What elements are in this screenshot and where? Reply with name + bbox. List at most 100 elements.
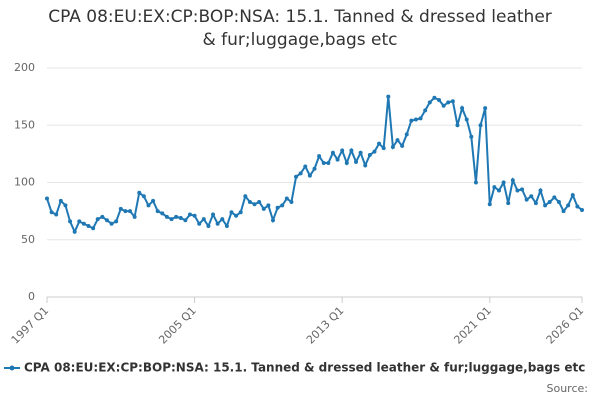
data-point (404, 132, 409, 137)
y-tick-label: 200 (14, 61, 35, 74)
data-point (160, 211, 165, 216)
data-point (432, 95, 437, 100)
y-tick-label: 150 (14, 118, 35, 131)
data-point (515, 188, 520, 193)
data-point (257, 199, 262, 204)
data-point (114, 219, 119, 224)
data-point (446, 100, 451, 105)
data-point (151, 198, 156, 203)
data-point (543, 203, 548, 208)
data-point (224, 224, 229, 229)
data-point (234, 213, 239, 218)
data-point (326, 161, 331, 166)
data-point (201, 217, 206, 222)
data-point (252, 202, 257, 207)
data-point (206, 224, 211, 229)
data-point (575, 204, 580, 209)
data-point (174, 214, 179, 219)
data-point (377, 141, 382, 146)
data-point (483, 106, 488, 111)
data-point (303, 164, 308, 169)
data-point (137, 190, 142, 195)
data-point (390, 145, 395, 150)
data-point (229, 210, 234, 215)
data-point (469, 134, 474, 139)
data-point (520, 187, 525, 192)
data-point (275, 205, 280, 210)
data-point (372, 149, 377, 154)
data-point (321, 161, 326, 166)
data-point (109, 221, 114, 226)
data-point (524, 197, 529, 202)
chart-title: CPA 08:EU:EX:CP:BOP:NSA: 15.1. Tanned & … (48, 7, 552, 50)
data-point (344, 161, 349, 166)
data-point (450, 99, 455, 104)
data-point (187, 212, 192, 217)
data-point (395, 138, 400, 143)
data-point (289, 199, 294, 204)
data-point (317, 154, 322, 159)
y-tick-label: 50 (21, 233, 35, 246)
data-point (68, 219, 73, 224)
data-point (211, 212, 216, 217)
data-point (561, 209, 566, 214)
data-point (533, 201, 538, 206)
data-point (77, 219, 82, 224)
data-point (215, 221, 220, 226)
data-point (413, 117, 418, 122)
data-point (123, 209, 128, 214)
data-point (95, 217, 100, 222)
data-point (570, 193, 575, 198)
data-point (340, 148, 345, 153)
data-point (86, 224, 91, 229)
data-point (547, 199, 552, 204)
data-point (409, 118, 414, 123)
data-point (100, 214, 105, 219)
y-tick-label: 100 (14, 176, 35, 189)
data-point (284, 196, 289, 201)
data-point (506, 201, 511, 206)
data-point (164, 214, 169, 219)
data-point (358, 150, 363, 155)
data-point (192, 213, 197, 218)
data-point (54, 212, 59, 217)
data-point (423, 108, 428, 113)
data-point (243, 194, 248, 199)
data-point (49, 210, 54, 215)
data-point (381, 146, 386, 151)
data-point (169, 217, 174, 222)
data-point (128, 209, 133, 214)
data-point (280, 203, 285, 208)
data-point (400, 143, 405, 148)
data-point (104, 218, 109, 223)
data-point (330, 150, 335, 155)
data-point (335, 157, 340, 162)
data-point (155, 209, 160, 214)
data-point (220, 217, 225, 222)
data-point (556, 199, 561, 204)
data-point (386, 94, 391, 99)
x-tick-label: 2026 Q1 (544, 304, 587, 347)
data-point (538, 188, 543, 193)
data-point (367, 153, 372, 158)
data-point (197, 221, 202, 226)
data-point (487, 202, 492, 207)
data-point (270, 218, 275, 223)
data-point (238, 210, 243, 215)
data-point (473, 180, 478, 185)
data-point (510, 178, 515, 183)
x-tick-label: 2013 Q1 (304, 304, 347, 347)
data-point (427, 100, 432, 105)
x-tick-label: 2005 Q1 (156, 304, 199, 347)
data-point (45, 196, 49, 201)
data-point (349, 148, 354, 153)
data-point (146, 203, 151, 208)
source: Source: (547, 382, 589, 395)
data-point (81, 221, 86, 226)
data-point (437, 98, 442, 103)
data-point (312, 166, 317, 171)
data-point (460, 106, 465, 111)
data-point (580, 207, 584, 212)
